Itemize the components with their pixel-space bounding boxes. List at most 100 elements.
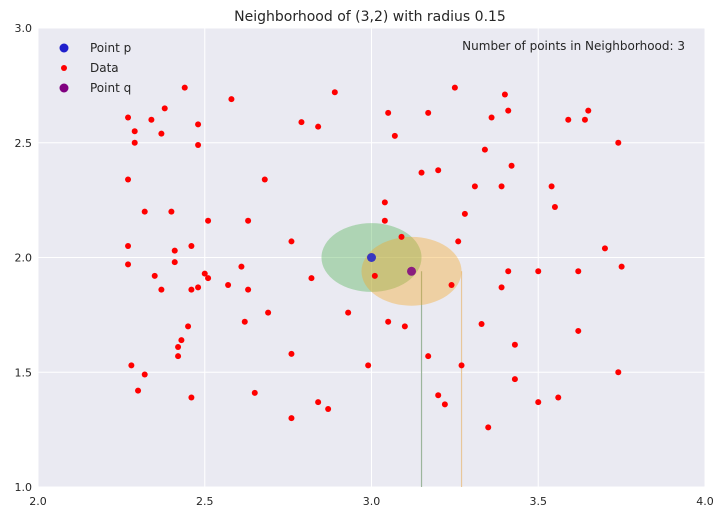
legend-marker: [61, 65, 67, 71]
data-point: [188, 243, 195, 250]
data-point: [555, 394, 562, 401]
data-point: [485, 424, 492, 431]
data-point: [615, 139, 622, 146]
data-point: [508, 162, 515, 169]
data-point: [425, 353, 432, 360]
y-tick-label: 2.0: [15, 252, 33, 265]
y-tick-label: 2.5: [15, 137, 33, 150]
data-point: [265, 309, 272, 316]
data-point: [471, 183, 478, 190]
data-point: [171, 259, 178, 266]
data-point: [535, 268, 542, 275]
data-point: [298, 119, 305, 126]
data-point: [505, 107, 512, 114]
data-point: [151, 272, 158, 279]
data-point: [185, 323, 192, 330]
data-point: [308, 275, 315, 282]
data-point: [425, 109, 432, 116]
data-point: [201, 270, 208, 277]
data-point: [125, 176, 132, 183]
data-point: [238, 263, 245, 270]
x-tick-label: 3.5: [530, 495, 548, 508]
data-point: [488, 114, 495, 121]
data-point: [418, 169, 425, 176]
legend-label: Data: [90, 61, 119, 75]
data-point: [251, 389, 258, 396]
data-point: [478, 321, 485, 328]
y-axis-ticks: 1.0 1.5 2.0 2.5 3.0: [15, 22, 33, 494]
data-point: [385, 318, 392, 325]
data-point: [195, 284, 202, 291]
data-point: [228, 96, 235, 103]
data-point: [131, 128, 138, 135]
data-point: [365, 362, 372, 369]
data-point: [551, 204, 558, 211]
data-point: [345, 309, 352, 316]
data-point: [288, 415, 295, 422]
data-point: [581, 116, 588, 123]
x-tick-label: 4.0: [696, 495, 714, 508]
data-point: [481, 146, 488, 153]
data-point: [315, 123, 322, 130]
x-axis-ticks: 2.0 2.5 3.0 3.5 4.0: [29, 495, 714, 508]
point-p: [367, 253, 376, 262]
data-point: [181, 84, 188, 91]
legend: Point p Data Point q: [59, 41, 131, 95]
data-point: [391, 132, 398, 139]
legend-marker: [59, 43, 69, 53]
data-point: [615, 369, 622, 376]
data-point: [245, 286, 252, 293]
data-point: [141, 371, 148, 378]
data-point: [331, 89, 338, 96]
neighborhood-count-annotation: Number of points in Neighborhood: 3: [462, 39, 685, 53]
data-point: [205, 217, 212, 224]
data-point: [461, 210, 468, 217]
data-point: [601, 245, 608, 252]
reference-lines: [420, 271, 463, 487]
data-point: [141, 208, 148, 215]
data-point: [498, 183, 505, 190]
data-point: [195, 121, 202, 128]
data-point: [205, 275, 212, 282]
data-point: [585, 107, 592, 114]
data-point: [195, 142, 202, 149]
data-point: [245, 217, 252, 224]
x-tick-label: 2.0: [29, 495, 47, 508]
data-point: [158, 286, 165, 293]
data-point: [575, 268, 582, 275]
data-point: [325, 405, 332, 412]
data-point: [575, 327, 582, 334]
data-point: [511, 341, 518, 348]
data-point: [288, 350, 295, 357]
point-q: [407, 266, 417, 276]
data-point: [158, 130, 165, 137]
data-points: [125, 84, 625, 431]
data-point: [618, 263, 625, 270]
legend-label: Point p: [90, 41, 131, 55]
data-point: [161, 105, 168, 112]
data-point: [175, 344, 182, 351]
data-point: [501, 91, 508, 98]
y-tick-label: 1.0: [15, 481, 33, 494]
data-point: [505, 268, 512, 275]
data-point: [125, 243, 132, 250]
data-point: [188, 394, 195, 401]
data-point: [381, 199, 388, 206]
data-point: [441, 401, 448, 408]
data-point: [241, 318, 248, 325]
y-tick-label: 3.0: [15, 22, 33, 35]
data-point: [135, 387, 142, 394]
data-point: [125, 261, 132, 268]
data-point: [188, 286, 195, 293]
data-point: [435, 392, 442, 399]
legend-label: Point q: [90, 81, 131, 95]
data-point: [401, 323, 408, 330]
data-point: [288, 238, 295, 245]
data-point: [128, 362, 135, 369]
data-point: [548, 183, 555, 190]
data-point: [458, 362, 465, 369]
chart-title: Neighborhood of (3,2) with radius 0.15: [234, 9, 506, 25]
legend-marker: [59, 83, 69, 93]
data-point: [175, 353, 182, 360]
data-point: [398, 233, 405, 240]
